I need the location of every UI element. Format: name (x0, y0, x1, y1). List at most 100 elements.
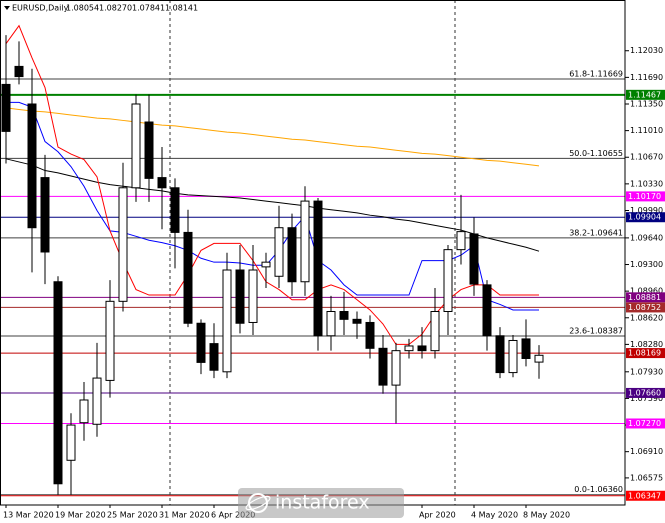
level-label: 1.08752 (628, 303, 661, 312)
watermark: instaforex (238, 488, 404, 518)
candle-body (313, 200, 323, 337)
candle-body (378, 347, 388, 386)
candle-body (430, 311, 440, 352)
candle-body (352, 318, 362, 324)
candle-body (53, 281, 63, 485)
candle-body (365, 321, 375, 349)
candle-body (261, 261, 271, 268)
y-tick-label: 1.09990 (630, 206, 663, 215)
y-tick-label: 1.08620 (630, 313, 663, 322)
indicator-line (5, 158, 540, 252)
candle-body (456, 231, 466, 251)
watermark-box (238, 488, 404, 518)
candle-body (521, 338, 531, 359)
level-label-box (626, 191, 665, 202)
fib-label: 23.6-1.08387 (569, 327, 623, 336)
y-tick-label: 1.06575 (630, 473, 663, 482)
y-tick-label: 1.11350 (630, 99, 663, 108)
level-label: 1.07660 (628, 388, 661, 397)
candle-body (495, 335, 505, 374)
x-tick-label: 4 May 2020 (471, 511, 518, 520)
candle-body (417, 345, 427, 352)
watermark-orbit (245, 495, 271, 511)
y-tick-label: 1.08960 (630, 287, 663, 296)
fib-label: 0.0-1.06360 (574, 485, 623, 494)
candle-body (40, 177, 50, 253)
level-label: 1.06347 (628, 491, 661, 500)
candle-body (300, 200, 310, 283)
y-tick-label: 1.11690 (630, 73, 663, 82)
x-tick-label: 6 Apr 2020 (211, 511, 255, 520)
x-tick-label: 25 Mar 2020 (107, 511, 158, 520)
candle-body (482, 284, 492, 337)
level-label-box (626, 292, 665, 303)
watermark-text: instaforex (275, 492, 370, 514)
level-label-box (626, 348, 665, 359)
candle-body (92, 377, 102, 425)
candle-body (196, 322, 206, 363)
candle-body (118, 187, 128, 302)
candle-body (144, 121, 154, 179)
candle-body (1, 83, 11, 132)
candle-body (235, 269, 245, 324)
candle-body (105, 300, 115, 381)
level-label: 1.11467 (628, 90, 661, 99)
level-label: 1.08881 (628, 293, 661, 302)
y-tick-label: 1.07930 (630, 367, 663, 376)
candle-body (469, 233, 479, 285)
x-axis: 13 Mar 2020 19 Mar 2020 25 Mar 2020 31 Mar … (3, 505, 570, 520)
candle-body (326, 311, 336, 337)
header: EURUSD,Daily 1.08054 1.08270 1.07841 1.0… (4, 4, 198, 13)
level-label-box (626, 490, 665, 501)
level-label: 1.09904 (628, 213, 661, 222)
fib-levels: 61.8-1.11669 50.0-1.10655 38.2-1.09641 23.6… (0, 70, 625, 496)
candle-body (157, 177, 167, 189)
y-tick-label: 1.10670 (630, 153, 663, 162)
period-separators (169, 0, 456, 505)
candle-body (79, 399, 89, 424)
watermark-icon (248, 493, 268, 513)
ohlc-low: 1.07841 (132, 4, 165, 13)
candle-body (27, 103, 37, 229)
candle-body (209, 343, 219, 371)
fib-label: 38.2-1.09641 (569, 228, 623, 237)
x-tick-label: 19 Mar 2020 (55, 511, 106, 520)
candles (1, 35, 544, 495)
y-tick-label: 1.07590 (630, 394, 663, 403)
candle-body (391, 350, 401, 386)
chart-title: EURUSD,Daily (12, 4, 69, 13)
level-label: 1.07270 (628, 419, 661, 428)
level-label-box (626, 302, 665, 313)
x-tick-label: 8 May 2020 (523, 511, 570, 520)
x-tick-label: 13 Mar 2020 (3, 511, 54, 520)
x-tick-label: Apr 2020 (419, 511, 456, 520)
level-label-box (626, 212, 665, 223)
candle-body (222, 269, 232, 373)
level-label: 1.10170 (628, 192, 661, 201)
menu-triangle (4, 6, 10, 10)
candle-body (14, 65, 24, 78)
indicator-line (5, 107, 540, 167)
y-tick-label: 1.06910 (630, 447, 663, 456)
fib-label: 61.8-1.11669 (569, 70, 623, 79)
level-label: 1.08169 (628, 349, 661, 358)
y-tick-label: 1.09640 (630, 233, 663, 242)
ohlc-open: 1.08054 (66, 4, 99, 13)
y-tick-label: 1.10330 (630, 179, 663, 188)
candle-body (248, 269, 258, 323)
candle-body (66, 424, 76, 461)
candle-body (287, 227, 297, 283)
levels (0, 93, 625, 497)
x-tick-label: 31 Mar 2020 (159, 511, 210, 520)
candle-body (131, 103, 141, 189)
candle-body (404, 345, 414, 352)
y-tick-label: 1.12030 (630, 46, 663, 55)
ohlc-high: 1.08270 (99, 4, 132, 13)
candle-body (274, 227, 284, 277)
level-label-box (626, 89, 665, 100)
level-label-box (626, 418, 665, 429)
candle-body (183, 231, 193, 324)
